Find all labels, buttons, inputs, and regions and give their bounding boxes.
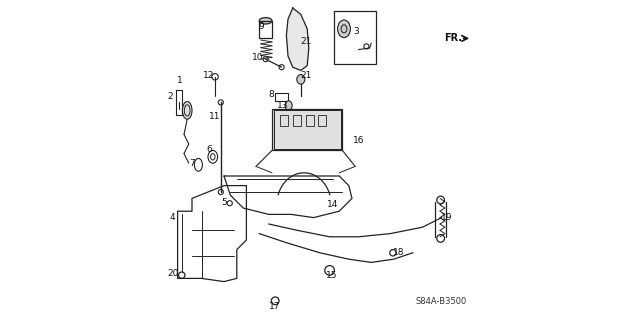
Text: 21: 21 [300, 37, 311, 46]
Text: 1: 1 [177, 76, 183, 84]
Ellipse shape [297, 75, 305, 84]
Bar [272, 109, 342, 150]
Text: 10: 10 [252, 53, 263, 62]
Bar [259, 21, 272, 38]
Bar [334, 11, 376, 64]
Text: S84A-B3500: S84A-B3500 [416, 297, 467, 306]
Text: 2: 2 [168, 92, 173, 100]
Text: 3: 3 [354, 27, 359, 36]
Text: 11: 11 [209, 112, 220, 121]
Bar [306, 115, 314, 126]
Ellipse shape [182, 102, 192, 119]
Bar [274, 110, 341, 149]
Ellipse shape [285, 101, 292, 110]
Bar [280, 115, 288, 126]
Text: 15: 15 [326, 271, 338, 280]
Ellipse shape [259, 18, 272, 24]
Text: 19: 19 [441, 213, 452, 222]
Text: 8: 8 [269, 90, 274, 99]
Text: 7: 7 [189, 159, 195, 168]
Text: FR.: FR. [444, 33, 462, 44]
Text: 14: 14 [327, 200, 339, 209]
Text: 9: 9 [258, 22, 264, 31]
Bar [292, 115, 301, 126]
Bar [275, 93, 288, 101]
Text: 6: 6 [207, 145, 212, 154]
Text: 18: 18 [393, 248, 404, 257]
Text: 16: 16 [353, 136, 364, 145]
Bar [319, 115, 326, 126]
Text: 12: 12 [204, 71, 214, 80]
Text: 13: 13 [278, 101, 289, 110]
Text: 20: 20 [168, 269, 179, 278]
Text: 17: 17 [269, 302, 281, 311]
Text: 21: 21 [300, 71, 311, 80]
Polygon shape [287, 8, 309, 70]
Text: 5: 5 [222, 198, 227, 207]
Ellipse shape [338, 20, 351, 38]
Text: 4: 4 [170, 213, 175, 222]
